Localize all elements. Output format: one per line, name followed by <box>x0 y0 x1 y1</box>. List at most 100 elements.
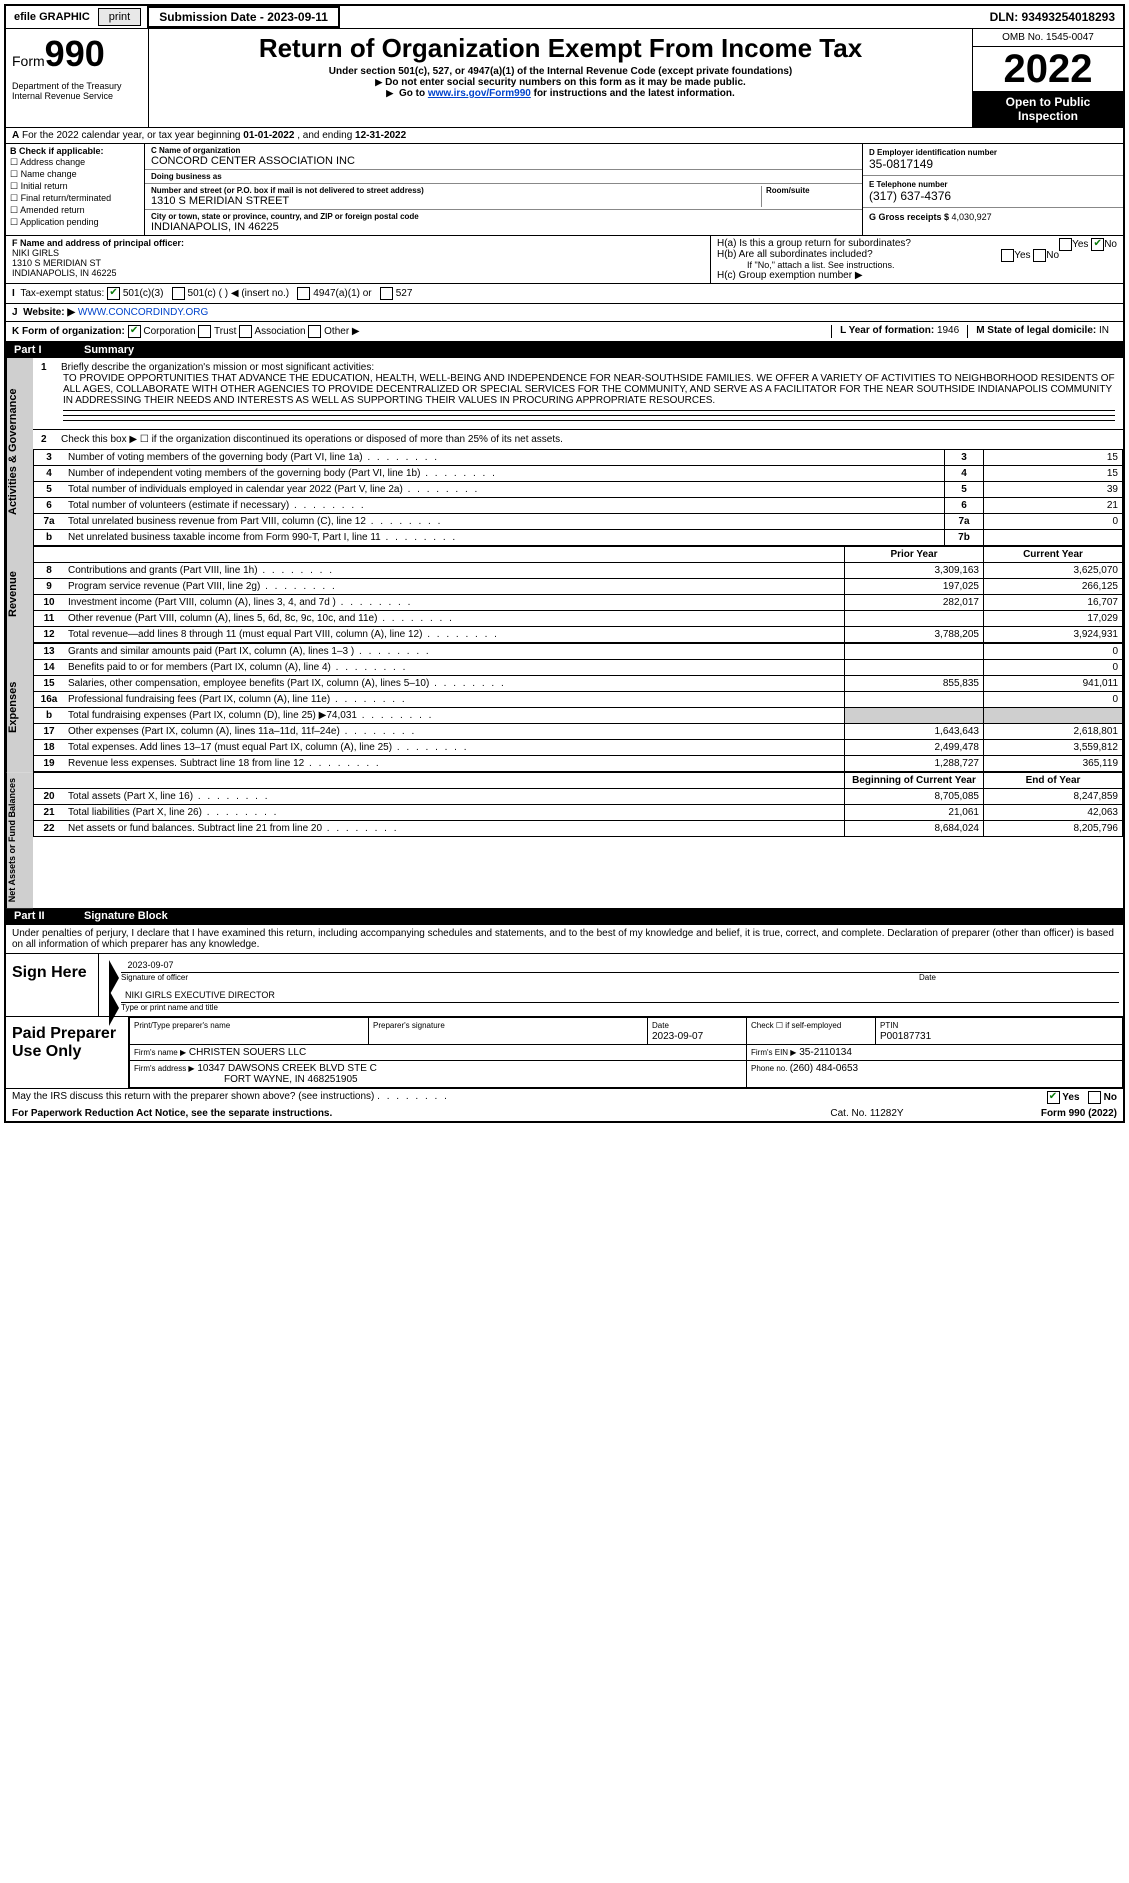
irs-link[interactable]: www.irs.gov/Form990 <box>428 88 531 99</box>
i-501c3[interactable] <box>107 287 120 300</box>
subtitle-3: Go to www.irs.gov/Form990 for instructio… <box>155 88 966 99</box>
paid-preparer-label: Paid Preparer Use Only <box>6 1017 129 1088</box>
k-trust[interactable] <box>198 325 211 338</box>
hb-no[interactable] <box>1033 249 1046 262</box>
table-row: 20Total assets (Part X, line 16)8,705,08… <box>34 789 1123 805</box>
org-name: CONCORD CENTER ASSOCIATION INC <box>151 155 856 167</box>
year-formation: 1946 <box>937 325 959 336</box>
sign-here-label: Sign Here <box>6 954 99 1016</box>
table-row: 18Total expenses. Add lines 13–17 (must … <box>34 740 1123 756</box>
table-row: 15Salaries, other compensation, employee… <box>34 676 1123 692</box>
netassets-table: Beginning of Current Year End of Year 20… <box>33 772 1123 837</box>
row-FH: F Name and address of principal officer:… <box>6 236 1123 284</box>
page-footer: For Paperwork Reduction Act Notice, see … <box>6 1106 1123 1121</box>
firm-phone: (260) 484-0653 <box>790 1063 858 1074</box>
chk-initial[interactable]: ☐ Initial return <box>10 181 140 192</box>
gross-receipts: 4,030,927 <box>952 212 992 222</box>
netassets-block: Net Assets or Fund Balances Beginning of… <box>6 772 1123 908</box>
table-row: bTotal fundraising expenses (Part IX, co… <box>34 708 1123 724</box>
officer-name: NIKI GIRLS <box>12 248 59 258</box>
table-row: 9Program service revenue (Part VIII, lin… <box>34 579 1123 595</box>
website-link[interactable]: WWW.CONCORDINDY.ORG <box>78 307 208 318</box>
officer-title: NIKI GIRLS EXECUTIVE DIRECTOR <box>125 990 275 1000</box>
k-corp[interactable] <box>128 325 141 338</box>
chk-final[interactable]: ☐ Final return/terminated <box>10 193 140 204</box>
form-990-page: efile GRAPHIC print Submission Date - 20… <box>4 4 1125 1123</box>
dln: DLN: 93493254018293 <box>990 10 1123 24</box>
table-row: 12Total revenue—add lines 8 through 11 (… <box>34 627 1123 643</box>
chk-amended[interactable]: ☐ Amended return <box>10 205 140 216</box>
table-row: 16aProfessional fundraising fees (Part I… <box>34 692 1123 708</box>
omb-number: OMB No. 1545-0047 <box>973 29 1123 47</box>
i-4947[interactable] <box>297 287 310 300</box>
penalties-text: Under penalties of perjury, I declare th… <box>6 925 1123 954</box>
sec-H: H(a) Is this a group return for subordin… <box>710 236 1123 283</box>
hc-group-exemption: H(c) Group exemption number ▶ <box>717 270 1117 281</box>
ha-yes[interactable] <box>1059 238 1072 251</box>
part-ii-header: Part IISignature Block <box>6 908 1123 924</box>
entity-block: B Check if applicable: ☐ Address change … <box>6 144 1123 236</box>
col-C: C Name of organization CONCORD CENTER AS… <box>145 144 862 235</box>
ein: 35-0817149 <box>869 157 1117 171</box>
firm-address: 10347 DAWSONS CREEK BLVD STE C <box>197 1063 377 1074</box>
revenue-block: Revenue Prior Year Current Year 8Contrib… <box>6 546 1123 643</box>
col-B: B Check if applicable: ☐ Address change … <box>6 144 145 235</box>
table-row: 14Benefits paid to or for members (Part … <box>34 660 1123 676</box>
efile-label: efile GRAPHIC <box>6 7 98 27</box>
tax-year: 2022 <box>973 47 1123 91</box>
cat-no: Cat. No. 11282Y <box>777 1108 957 1119</box>
header-center: Return of Organization Exempt From Incom… <box>149 29 972 127</box>
col-DEG: D Employer identification number 35-0817… <box>862 144 1123 235</box>
table-row: 19Revenue less expenses. Subtract line 1… <box>34 756 1123 772</box>
hb-yes[interactable] <box>1001 249 1014 262</box>
sidebar-expenses: Expenses <box>6 643 33 772</box>
table-row: 5Total number of individuals employed in… <box>34 482 1123 498</box>
expenses-table: 13Grants and similar amounts paid (Part … <box>33 643 1123 772</box>
state-domicile: IN <box>1099 325 1109 336</box>
street-address: 1310 S MERIDIAN STREET <box>151 195 761 207</box>
form-number: 990 <box>45 33 105 74</box>
form-title: Return of Organization Exempt From Incom… <box>155 33 966 64</box>
part-i-header: Part ISummary <box>6 342 1123 358</box>
form-ref: Form 990 (2022) <box>957 1108 1117 1119</box>
firm-ein: 35-2110134 <box>799 1047 852 1058</box>
sec-F: F Name and address of principal officer:… <box>6 236 710 283</box>
i-501c[interactable] <box>172 287 185 300</box>
line-A: A For the 2022 calendar year, or tax yea… <box>6 128 1123 144</box>
chk-app-pending[interactable]: ☐ Application pending <box>10 217 140 228</box>
chk-name[interactable]: ☐ Name change <box>10 169 140 180</box>
discuss-yes[interactable] <box>1047 1091 1060 1104</box>
table-row: 7aTotal unrelated business revenue from … <box>34 514 1123 530</box>
table-row: 13Grants and similar amounts paid (Part … <box>34 644 1123 660</box>
row-K-LM: K Form of organization: Corporation Trus… <box>6 322 1123 342</box>
i-527[interactable] <box>380 287 393 300</box>
submission-date: Submission Date - 2023-09-11 <box>147 6 340 28</box>
sidebar-governance: Activities & Governance <box>6 358 33 546</box>
ha-no[interactable] <box>1091 238 1104 251</box>
top-strip: efile GRAPHIC print Submission Date - 20… <box>6 6 1123 29</box>
discuss-no[interactable] <box>1088 1091 1101 1104</box>
row-I: I Tax-exempt status: 501(c)(3) 501(c) ( … <box>6 284 1123 304</box>
form-prefix: Form <box>12 53 45 69</box>
header-right: OMB No. 1545-0047 2022 Open to Public In… <box>972 29 1123 127</box>
line-1-mission: 1Briefly describe the organization's mis… <box>33 358 1123 430</box>
k-other[interactable] <box>308 325 321 338</box>
governance-block: Activities & Governance 1Briefly describ… <box>6 358 1123 546</box>
department: Department of the Treasury Internal Reve… <box>12 81 142 101</box>
subtitle-2: Do not enter social security numbers on … <box>155 77 966 88</box>
arrow-icon <box>109 990 119 1026</box>
table-row: 3Number of voting members of the governi… <box>34 450 1123 466</box>
discuss-row: May the IRS discuss this return with the… <box>6 1088 1123 1106</box>
table-row: 8Contributions and grants (Part VIII, li… <box>34 563 1123 579</box>
table-row: 21Total liabilities (Part X, line 26)21,… <box>34 805 1123 821</box>
table-row: 11Other revenue (Part VIII, column (A), … <box>34 611 1123 627</box>
chk-address[interactable]: ☐ Address change <box>10 157 140 168</box>
table-row: 22Net assets or fund balances. Subtract … <box>34 821 1123 837</box>
line-2: 2Check this box ▶ ☐ if the organization … <box>33 430 1123 449</box>
print-button[interactable]: print <box>98 8 141 26</box>
table-row: 6Total number of volunteers (estimate if… <box>34 498 1123 514</box>
paid-preparer-block: Paid Preparer Use Only Print/Type prepar… <box>6 1017 1123 1088</box>
header-left: Form990 Department of the Treasury Inter… <box>6 29 149 127</box>
firm-name: CHRISTEN SOUERS LLC <box>189 1047 306 1058</box>
k-assoc[interactable] <box>239 325 252 338</box>
